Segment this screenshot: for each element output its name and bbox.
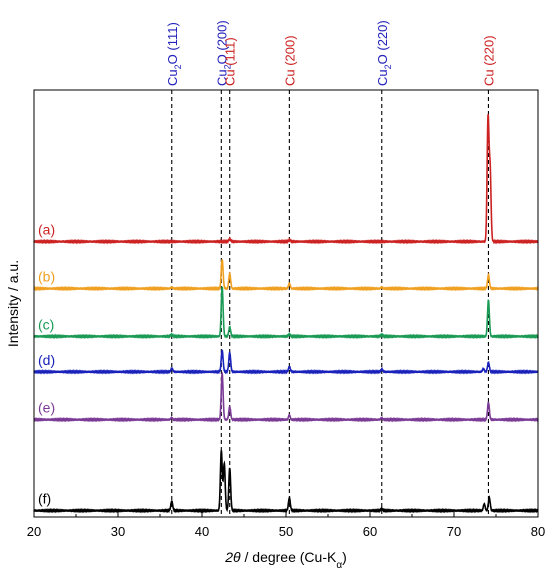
series-label-0: (a) xyxy=(38,222,55,238)
x-axis-label: 2θ / degree (Cu-Kα) xyxy=(224,549,347,571)
x-tick-label-2: 40 xyxy=(195,524,209,539)
x-axis-label-theta: 2θ xyxy=(224,549,241,565)
reference-label-3: Cu (200) xyxy=(282,35,297,86)
series-label-1: (b) xyxy=(38,269,55,285)
series-line-5 xyxy=(33,449,539,514)
x-tick-label-3: 50 xyxy=(279,524,293,539)
series-line-0 xyxy=(33,114,539,245)
x-tick-label-4: 60 xyxy=(363,524,377,539)
reference-label-1: Cu2O (200) xyxy=(214,20,232,86)
reference-label-rest: O (220) xyxy=(375,20,390,64)
reference-label-phase: Cu xyxy=(214,69,229,86)
x-tick-label-6: 80 xyxy=(531,524,545,539)
series-label-3: (d) xyxy=(38,352,55,368)
series-group xyxy=(33,114,539,514)
x-tick-labels: 20 30 40 50 60 70 80 xyxy=(27,524,545,539)
reference-label-sub: 2 xyxy=(173,64,183,69)
x-tick-label-0: 20 xyxy=(27,524,41,539)
reference-label-phase: Cu (220) xyxy=(481,35,496,86)
reference-label-rest: O (111) xyxy=(165,22,180,64)
x-tick-label-1: 30 xyxy=(111,524,125,539)
series-label-5: (f) xyxy=(38,491,51,507)
reference-label-rest: O (200) xyxy=(214,20,229,64)
reference-label-sub: 2 xyxy=(383,64,393,69)
reference-label-phase: Cu xyxy=(375,69,390,86)
reference-label-5: Cu (220) xyxy=(481,35,496,86)
x-tick-label-5: 70 xyxy=(447,524,461,539)
series-line-1 xyxy=(33,259,539,292)
series-labels: (a) (b) (c) (d) (e) (f) xyxy=(38,222,55,507)
series-line-4 xyxy=(33,371,539,423)
x-axis-label-close: ) xyxy=(342,549,347,565)
reference-label-4: Cu2O (220) xyxy=(375,20,393,86)
series-label-2: (c) xyxy=(38,316,54,332)
reference-label-phase: Cu xyxy=(165,69,180,86)
y-axis-label: Intensity / a.u. xyxy=(5,260,21,347)
reference-label-phase: Cu (111) xyxy=(223,37,238,86)
reference-label-0: Cu2O (111) xyxy=(165,22,183,86)
series-line-2 xyxy=(33,285,539,340)
x-axis-label-text: / degree (Cu-K xyxy=(241,549,337,565)
reference-labels: Cu2O (111)Cu2O (200)Cu (111) Cu (200) Cu2O… xyxy=(165,20,497,86)
reference-label-phase: Cu (200) xyxy=(282,35,297,86)
reference-label-sub: 2 xyxy=(222,64,232,69)
x-ticks xyxy=(33,511,539,517)
reference-lines xyxy=(171,90,489,517)
reference-label-2: Cu (111) xyxy=(223,37,238,86)
series-label-4: (e) xyxy=(38,400,55,416)
x-axis-label-sub: α xyxy=(336,560,342,571)
series-line-3 xyxy=(33,349,539,375)
plot-frame xyxy=(33,89,539,518)
